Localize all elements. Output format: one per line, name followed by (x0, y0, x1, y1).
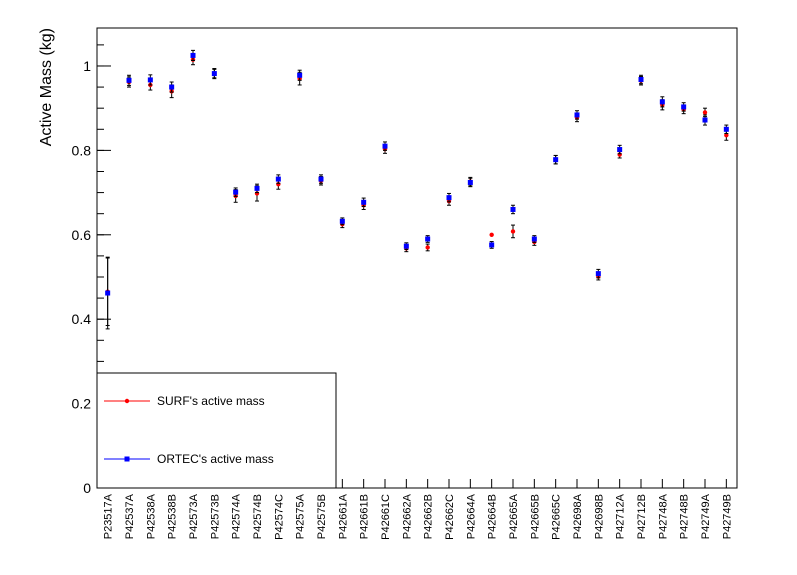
ortec-point (233, 189, 239, 195)
x-category-label: P42662B (423, 494, 435, 539)
ortec-point (339, 218, 345, 224)
legend-box (96, 372, 337, 489)
x-category-label: P42749A (700, 493, 712, 539)
legend-item-ortec: ORTEC's active mass (104, 452, 274, 466)
y-tick-label: 0.8 (72, 142, 92, 158)
ortec-point (446, 195, 452, 201)
x-category-label: P42574A (231, 493, 243, 539)
ortec-point (574, 112, 580, 118)
x-category-label: P42538B (167, 494, 179, 539)
y-axis-title: Active Mass (kg) (38, 28, 55, 146)
plot-frame (96, 27, 738, 489)
x-category-label: P42574B (252, 494, 264, 539)
y-tick-label: 0.4 (72, 311, 92, 327)
x-category-label: P23517A (103, 493, 115, 539)
ortec-point (638, 76, 644, 82)
x-category-label: P42575A (295, 493, 307, 539)
x-category-label: P42748B (679, 494, 691, 539)
ortec-point (425, 236, 431, 242)
x-category-label: P42664B (487, 494, 499, 539)
x-category-label: P42661A (337, 493, 349, 539)
ortec-point (275, 176, 281, 182)
x-category-label: P42661C (380, 494, 392, 540)
ortec-point (467, 179, 473, 185)
x-category-label: P42575B (316, 494, 328, 539)
x-category-label: P42712B (636, 494, 648, 539)
y-axis: 0 0.2 0.4 0.6 0.8 1 (72, 44, 111, 496)
ortec-point (489, 242, 495, 248)
ortec-point (169, 84, 175, 90)
ortec-point (553, 157, 559, 163)
ortec-point (105, 290, 111, 296)
ortec-point (147, 77, 153, 83)
surf-point (724, 132, 729, 138)
data-markers (105, 49, 729, 330)
x-axis: P23517A P42537A P42538A P42538B P42573A P4257… (103, 479, 733, 540)
ortec-point (254, 185, 260, 191)
ortec-point (318, 176, 324, 182)
ortec-point (126, 77, 132, 83)
ortec-point (659, 99, 665, 105)
legend-label-surf: SURF's active mass (157, 394, 265, 408)
x-category-label: P42698A (572, 493, 584, 539)
ortec-point (297, 72, 303, 78)
y-tick-label: 0.2 (72, 396, 92, 412)
ortec-point (617, 147, 623, 153)
y-tick-label: 0 (83, 480, 91, 496)
x-category-label: P42662A (401, 493, 413, 539)
ortec-point (403, 243, 409, 249)
x-category-label: P42662C (444, 494, 456, 540)
x-category-label: P42664A (465, 493, 477, 539)
ortec-point (681, 104, 687, 110)
x-category-label: P42665B (529, 494, 541, 539)
surf-point (425, 245, 430, 250)
ortec-point (382, 143, 388, 149)
x-category-label: P42698B (593, 494, 605, 539)
x-category-label: P42665C (551, 494, 563, 540)
ortec-point (361, 199, 367, 205)
y-tick-label: 1 (83, 58, 91, 74)
y-tick-label: 0.6 (72, 227, 92, 243)
surf-point (702, 110, 708, 115)
ortec-point (723, 126, 729, 132)
legend-item-surf: SURF's active mass (104, 394, 265, 408)
ortec-point (531, 236, 537, 242)
legend-label-ortec: ORTEC's active mass (157, 452, 274, 466)
ortec-point (190, 52, 196, 58)
x-category-label: P42748A (657, 493, 669, 539)
legend: SURF's active mass ORTEC's active mass (96, 372, 337, 489)
ortec-point (595, 271, 601, 277)
ortec-point (211, 71, 217, 77)
x-category-label: P42712A (615, 493, 627, 539)
x-category-label: P42573A (188, 493, 200, 539)
x-category-label: P42538A (145, 493, 157, 539)
x-category-label: P42661B (359, 494, 371, 539)
surf-point (489, 232, 494, 237)
x-category-label: P42665A (508, 493, 520, 539)
ortec-point (702, 117, 708, 123)
x-category-label: P42574C (273, 494, 285, 540)
x-category-label: P42749B (721, 494, 733, 539)
x-category-label: P42573B (209, 494, 221, 539)
x-category-label: P42537A (124, 493, 136, 539)
legend-marker-surf (124, 398, 130, 404)
surf-point (510, 229, 516, 234)
ortec-point (510, 206, 516, 212)
legend-marker-ortec (124, 456, 130, 462)
